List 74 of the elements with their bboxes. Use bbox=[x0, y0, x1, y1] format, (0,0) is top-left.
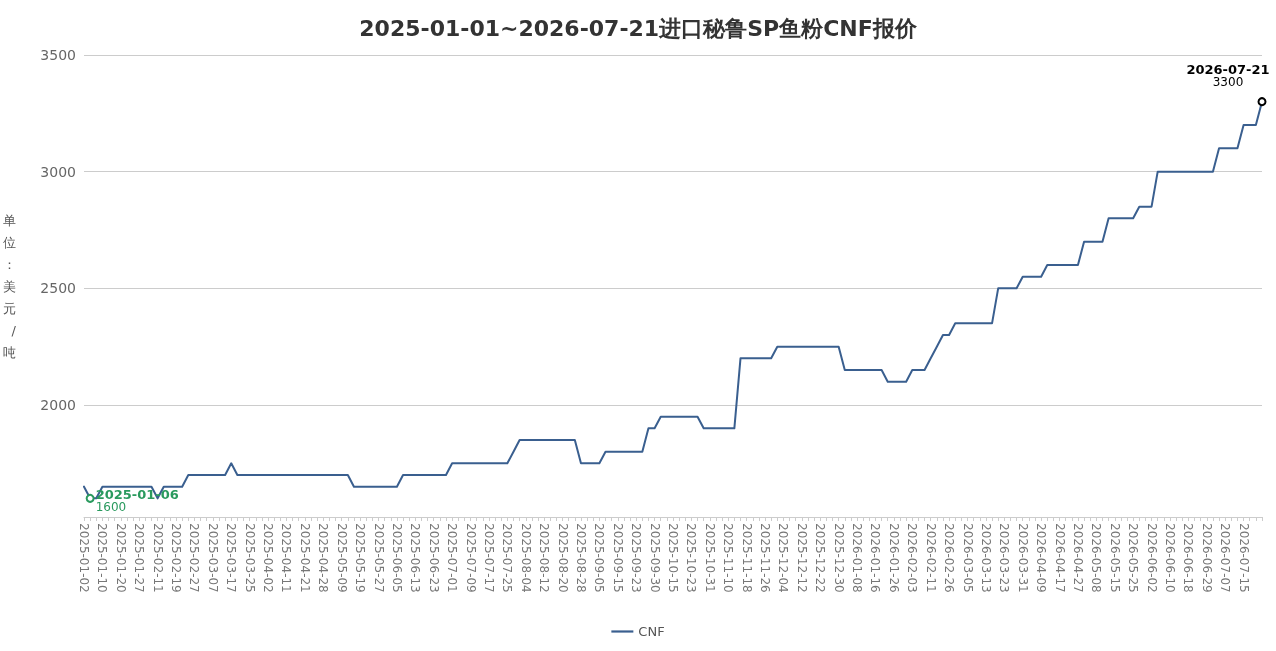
y-tick-label: 3000 bbox=[40, 163, 76, 180]
x-tick-label: 2025-02-19 bbox=[169, 523, 184, 593]
y-tick-label: 2500 bbox=[40, 280, 76, 297]
x-tick-label: 2025-09-05 bbox=[592, 523, 607, 593]
x-tick-label: 2025-02-27 bbox=[187, 523, 202, 593]
x-tick-label: 2025-07-09 bbox=[463, 523, 478, 593]
x-tick-label: 2026-01-08 bbox=[850, 523, 865, 593]
x-tick-label: 2026-07-15 bbox=[1236, 523, 1251, 593]
x-tick-label: 2025-12-30 bbox=[831, 523, 846, 593]
x-tick-label: 2025-08-28 bbox=[573, 523, 588, 593]
x-tick-label: 2025-03-25 bbox=[242, 523, 257, 593]
x-tick-label: 2026-04-17 bbox=[1052, 523, 1067, 593]
x-tick-label: 2025-07-01 bbox=[445, 523, 460, 593]
x-tick-label: 2025-12-22 bbox=[813, 523, 828, 593]
x-tick-label: 2025-11-18 bbox=[739, 523, 754, 593]
x-tick-label: 2025-05-19 bbox=[353, 523, 368, 593]
x-tick-label: 2025-04-02 bbox=[261, 523, 276, 593]
chart-title: 2025-01-01~2026-07-21进口秘鲁SP鱼粉CNF报价 bbox=[359, 15, 918, 41]
x-tick-label: 2025-11-26 bbox=[758, 523, 773, 593]
x-tick-label: 2025-06-13 bbox=[408, 523, 423, 593]
x-tick-label: 2025-01-02 bbox=[77, 523, 91, 593]
x-tick-label: 2025-07-25 bbox=[500, 523, 515, 593]
x-tick-label: 2026-05-25 bbox=[1126, 523, 1141, 593]
x-tick-label: 2026-06-18 bbox=[1181, 523, 1196, 593]
x-tick-label: 2025-01-10 bbox=[95, 523, 110, 593]
x-tick-label: 2026-03-23 bbox=[997, 523, 1012, 593]
x-tick-label: 2026-01-26 bbox=[886, 523, 901, 593]
x-tick-label: 2026-06-10 bbox=[1162, 523, 1177, 593]
x-tick-label: 2025-03-07 bbox=[205, 523, 220, 593]
x-tick-label: 2026-05-15 bbox=[1107, 523, 1122, 593]
x-tick-label: 2025-03-17 bbox=[224, 523, 239, 593]
x-tick-label: 2026-03-13 bbox=[978, 523, 993, 593]
y-tick-label: 2000 bbox=[40, 397, 76, 413]
x-tick-label: 2025-05-27 bbox=[371, 523, 386, 593]
x-tick-label: 2025-06-05 bbox=[389, 523, 404, 593]
x-tick-label: 2025-10-15 bbox=[666, 523, 680, 593]
x-tick-label: 2025-09-15 bbox=[610, 523, 625, 593]
x-tick-label: 2025-02-11 bbox=[150, 523, 165, 593]
x-tick-label: 2026-06-29 bbox=[1199, 523, 1214, 593]
y-axis-title: 单位：美元/吨 bbox=[3, 212, 17, 360]
x-tick-label: 2025-01-20 bbox=[113, 523, 128, 593]
x-tick-label: 2025-06-23 bbox=[426, 523, 441, 593]
x-tick-label: 2026-06-02 bbox=[1144, 523, 1159, 593]
x-tick-label: 2025-08-20 bbox=[555, 523, 570, 593]
x-tick-label: 2025-04-21 bbox=[297, 523, 312, 593]
x-tick-label: 2026-05-08 bbox=[1089, 523, 1104, 593]
annotation: 2026-07-21 bbox=[1186, 62, 1270, 78]
x-tick-label: 2026-02-03 bbox=[905, 523, 920, 593]
x-tick-label: 2025-09-23 bbox=[629, 523, 644, 593]
legend-label: CNF bbox=[638, 624, 665, 639]
x-tick-label: 2026-03-05 bbox=[960, 523, 975, 593]
data-label: 1600 bbox=[95, 499, 127, 514]
x-tick-label: 2025-12-12 bbox=[794, 523, 809, 593]
x-tick-label: 2026-02-11 bbox=[923, 523, 938, 593]
x-tick-label: 2026-03-31 bbox=[1015, 523, 1030, 593]
x-tick-label: 2026-04-27 bbox=[1070, 523, 1085, 593]
x-tick-label: 2025-12-04 bbox=[776, 523, 791, 593]
x-tick-label: 2025-01-27 bbox=[132, 523, 147, 593]
x-tick-label: 2025-09-30 bbox=[647, 523, 662, 593]
x-tick-label: 2026-02-26 bbox=[942, 523, 957, 593]
x-tick-label: 2025-10-31 bbox=[702, 523, 717, 593]
x-tick-label: 2025-07-17 bbox=[481, 523, 496, 593]
x-tick-label: 2025-10-23 bbox=[684, 523, 699, 593]
y-tick-label: 3500 bbox=[40, 47, 76, 63]
x-tick-label: 2025-04-28 bbox=[316, 523, 331, 593]
x-tick-label: 2026-07-07 bbox=[1218, 523, 1233, 593]
x-tick-label: 2026-01-16 bbox=[868, 523, 883, 593]
x-tick-label: 2025-04-11 bbox=[279, 523, 294, 593]
x-tick-label: 2025-08-12 bbox=[537, 523, 552, 593]
x-tick-label: 2025-05-09 bbox=[334, 523, 349, 593]
x-tick-label: 2025-11-10 bbox=[721, 523, 736, 593]
data-label: 3300 bbox=[1212, 75, 1244, 90]
x-tick-label: 2025-08-04 bbox=[518, 523, 533, 593]
x-tick-label: 2026-04-09 bbox=[1034, 523, 1049, 593]
